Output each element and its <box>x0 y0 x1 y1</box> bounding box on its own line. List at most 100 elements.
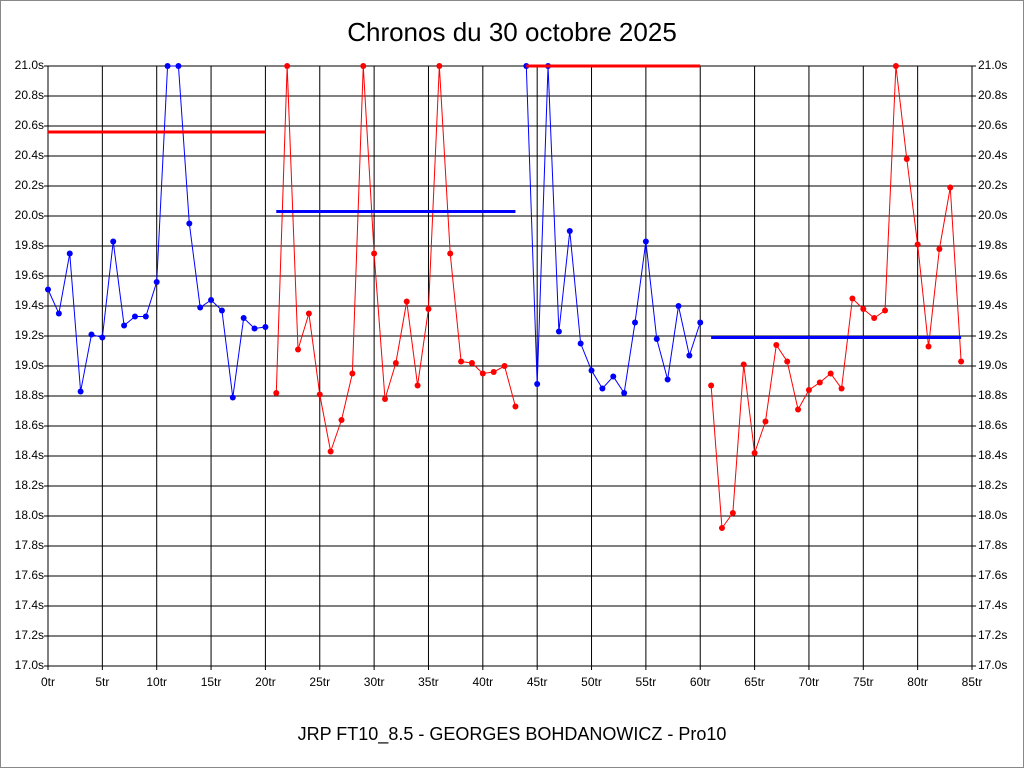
y-tick-label: 19.0s <box>15 358 44 372</box>
data-point <box>664 376 671 383</box>
data-point <box>284 63 291 69</box>
data-point <box>740 361 747 368</box>
data-point <box>501 363 508 369</box>
data-point <box>164 63 171 69</box>
data-point <box>371 250 378 257</box>
y-tick-label: 20.8s <box>15 88 44 102</box>
y2-tick-label: 17.2s <box>978 628 1007 642</box>
data-point <box>621 390 628 396</box>
x-tick-label: 75tr <box>853 675 874 689</box>
x-tick-label: 10tr <box>146 675 167 689</box>
data-point <box>827 370 834 377</box>
y2-tick-label: 21.0s <box>978 58 1007 72</box>
x-tick-label: 80tr <box>907 675 928 689</box>
x-tick-label: 60tr <box>690 675 711 689</box>
data-point <box>860 306 867 312</box>
data-point <box>653 336 660 342</box>
data-point <box>871 315 878 321</box>
data-point <box>773 342 780 348</box>
data-point <box>240 315 247 321</box>
data-point <box>882 307 889 314</box>
x-tick-label: 55tr <box>636 675 657 689</box>
data-point <box>316 391 323 398</box>
data-point <box>381 396 388 402</box>
x-tick-label: 0tr <box>41 675 55 689</box>
data-point <box>436 63 443 69</box>
y-tick-label: 17.4s <box>15 598 44 612</box>
data-point <box>208 297 215 303</box>
y-tick-label: 17.2s <box>15 628 44 642</box>
y2-tick-label: 19.4s <box>978 298 1007 312</box>
data-point <box>110 238 117 245</box>
data-point <box>642 238 649 245</box>
data-point <box>577 340 584 347</box>
y-tick-label: 17.8s <box>15 538 44 552</box>
data-point <box>838 385 845 392</box>
x-tick-label: 65tr <box>744 675 765 689</box>
data-point <box>142 313 149 320</box>
x-tick-label: 50tr <box>581 675 602 689</box>
x-tick-label: 85tr <box>962 675 983 689</box>
data-point <box>349 370 356 377</box>
data-point <box>784 358 791 365</box>
data-point <box>751 450 758 456</box>
data-point <box>468 360 475 366</box>
data-point <box>566 228 573 234</box>
data-point <box>360 63 367 69</box>
data-point <box>55 310 62 317</box>
data-point <box>555 328 562 335</box>
data-point <box>762 418 769 425</box>
data-point <box>88 331 95 338</box>
data-point <box>718 525 725 531</box>
x-tick-label: 30tr <box>364 675 385 689</box>
data-point <box>392 360 399 366</box>
data-point <box>273 390 280 396</box>
data-point <box>914 241 921 248</box>
chart-title: Chronos du 30 octobre 2025 <box>347 17 677 47</box>
data-point <box>697 319 704 326</box>
data-point <box>610 373 617 380</box>
y-tick-label: 18.8s <box>15 388 44 402</box>
data-point <box>632 319 639 326</box>
data-point <box>849 295 856 302</box>
data-point <box>153 279 160 285</box>
data-point <box>599 385 606 392</box>
data-point <box>805 387 812 393</box>
data-point <box>925 343 932 350</box>
y-tick-label: 19.4s <box>15 298 44 312</box>
x-tick-label: 35tr <box>418 675 439 689</box>
data-point <box>425 306 432 312</box>
data-point <box>262 324 269 330</box>
x-tick-label: 45tr <box>527 675 548 689</box>
chart-subtitle: JRP FT10_8.5 - GEORGES BOHDANOWICZ - Pro… <box>298 724 727 745</box>
data-point <box>66 250 73 257</box>
data-point <box>947 184 954 191</box>
y-tick-label: 18.4s <box>15 448 44 462</box>
data-point <box>218 307 225 314</box>
y2-tick-label: 20.8s <box>978 88 1007 102</box>
y2-tick-label: 18.6s <box>978 418 1007 432</box>
y-tick-label: 18.6s <box>15 418 44 432</box>
x-tick-label: 25tr <box>309 675 330 689</box>
y-tick-label: 19.8s <box>15 238 44 252</box>
data-point <box>45 286 51 293</box>
data-point <box>251 325 258 332</box>
data-point <box>338 417 345 423</box>
data-point <box>903 156 910 162</box>
y-tick-label: 17.0s <box>15 658 44 672</box>
data-point <box>958 358 965 365</box>
y2-tick-label: 19.6s <box>978 268 1007 282</box>
y-tick-label: 18.2s <box>15 478 44 492</box>
y2-tick-label: 20.0s <box>978 208 1007 222</box>
x-tick-label: 20tr <box>255 675 276 689</box>
y2-tick-label: 17.6s <box>978 568 1007 582</box>
data-point <box>458 358 465 365</box>
y2-tick-label: 18.2s <box>978 478 1007 492</box>
x-tick-label: 40tr <box>472 675 493 689</box>
data-point <box>479 370 486 377</box>
data-point <box>534 381 541 387</box>
x-tick-label: 5tr <box>95 675 109 689</box>
data-point <box>131 313 138 320</box>
data-point <box>795 406 802 413</box>
